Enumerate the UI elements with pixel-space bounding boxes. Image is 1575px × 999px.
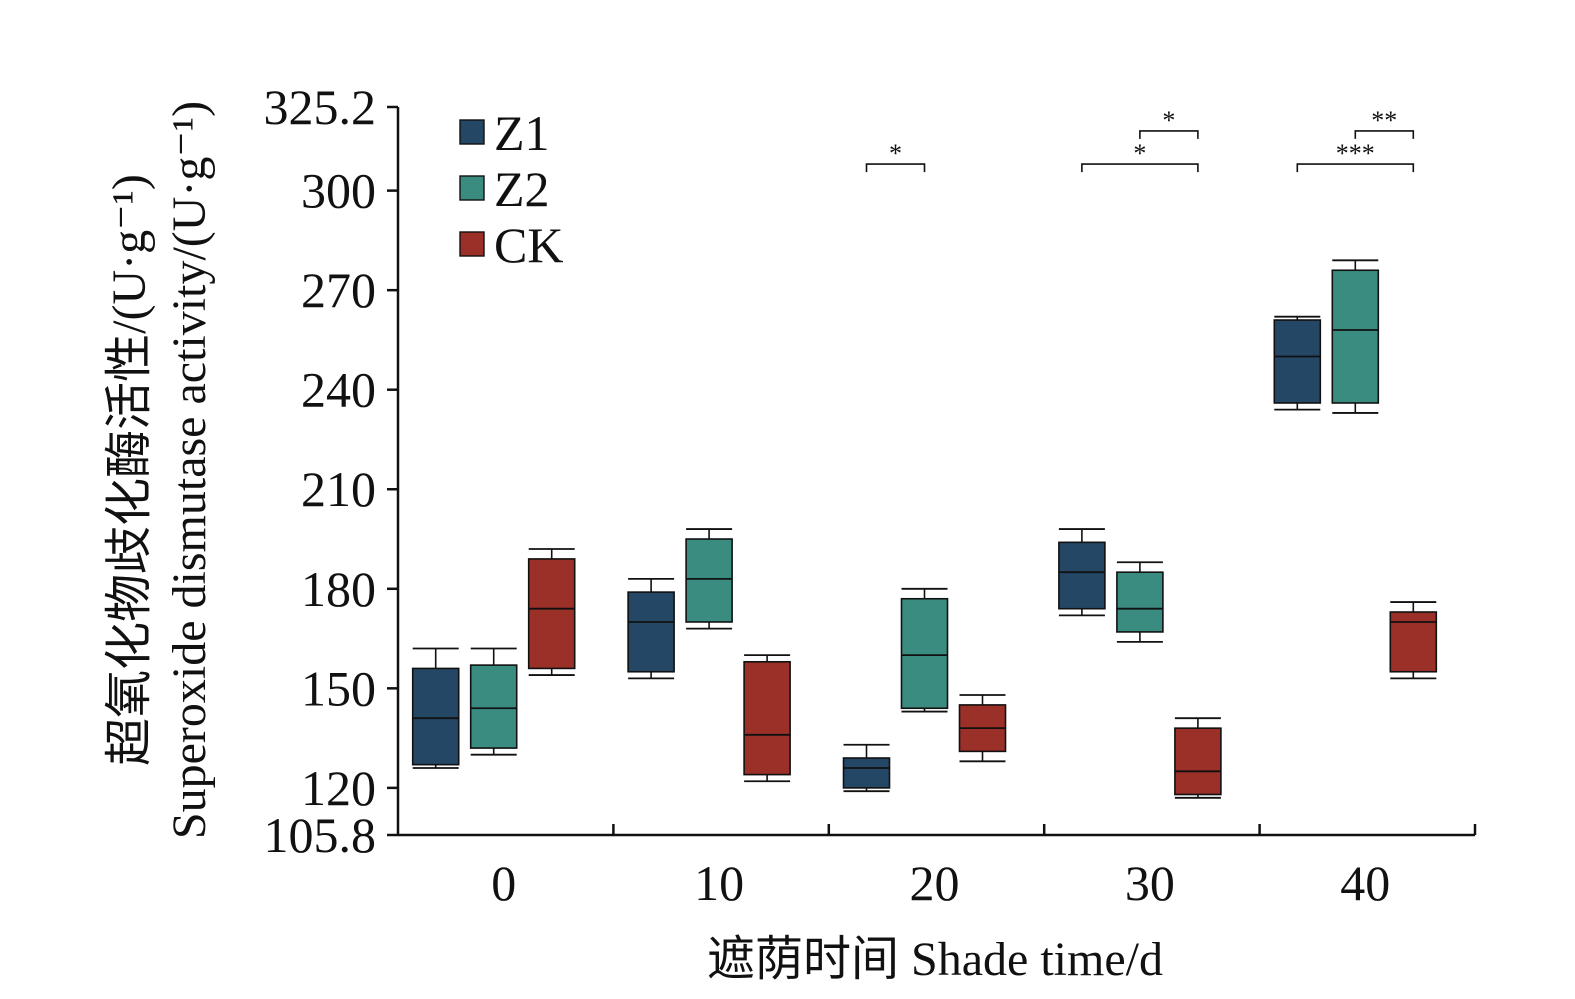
box-body xyxy=(627,591,675,673)
box-CK-0 xyxy=(527,548,576,676)
box-body xyxy=(527,558,576,670)
significance-label: * xyxy=(1133,139,1146,168)
box-Z1-10 xyxy=(627,577,675,680)
box-body xyxy=(1116,571,1164,633)
bracket-line xyxy=(1081,163,1199,173)
y-tick-label: 300 xyxy=(301,163,376,219)
box-body xyxy=(1331,269,1380,404)
significance-label: * xyxy=(1162,106,1175,135)
legend-item-CK: CK xyxy=(459,217,563,273)
box-Z1-0 xyxy=(411,647,460,769)
significance-label: ** xyxy=(1371,106,1397,135)
bracket-line xyxy=(1354,130,1415,139)
x-tick-label: 0 xyxy=(491,855,516,911)
significance-bracket: * xyxy=(865,139,926,173)
y-tick-label: 210 xyxy=(301,461,376,517)
box-Z1-20 xyxy=(842,743,891,793)
y-tick-label: 120 xyxy=(301,760,376,816)
box-body xyxy=(1273,319,1322,404)
legend-swatch xyxy=(459,175,485,201)
box-body xyxy=(411,667,460,766)
y-tick-label: 325.2 xyxy=(264,79,377,135)
x-tick-label: 40 xyxy=(1340,855,1390,911)
legend-label: Z1 xyxy=(494,105,550,161)
bracket-line xyxy=(1139,130,1199,139)
significance-label: * xyxy=(889,139,902,168)
legend-label: Z2 xyxy=(494,161,550,217)
significance-bracket: * xyxy=(1139,106,1199,139)
legend-item-Z2: Z2 xyxy=(459,161,550,217)
significance-annotations: * ******* xyxy=(865,106,1415,173)
y-axis-title-en: Superoxide dismutase activity/(U·g⁻¹) xyxy=(163,101,216,839)
box-Z1-40 xyxy=(1273,315,1322,411)
y-tick-label: 150 xyxy=(301,660,376,716)
significance-bracket: *** xyxy=(1296,139,1415,173)
x-axis-title: 遮荫时间 Shade time/d xyxy=(707,933,1163,986)
box-Z2-10 xyxy=(685,528,733,630)
box-body xyxy=(1389,611,1438,673)
y-tick-label: 180 xyxy=(301,561,376,617)
legend-item-Z1: Z1 xyxy=(459,105,550,161)
axis-titles: 遮荫时间 Shade time/d 超氧化物歧化酶活性/(U·g⁻¹) Supe… xyxy=(103,101,1163,986)
box-CK-20 xyxy=(958,694,1007,763)
legend-swatch xyxy=(459,231,485,257)
box-body xyxy=(1058,541,1106,610)
significance-bracket: * xyxy=(1081,139,1199,173)
bracket-line xyxy=(1296,163,1415,173)
legend-swatch xyxy=(459,119,485,145)
x-tick-label: 30 xyxy=(1125,855,1175,911)
legend-label: CK xyxy=(494,217,563,273)
y-tick-label: 105.8 xyxy=(264,807,377,863)
box-body xyxy=(900,597,949,710)
significance-label: *** xyxy=(1336,139,1375,168)
box-Z2-40 xyxy=(1331,259,1380,414)
box-Z2-30 xyxy=(1116,561,1164,643)
box-CK-40 xyxy=(1389,601,1438,680)
box-CK-30 xyxy=(1174,717,1222,799)
bracket-line xyxy=(865,163,926,173)
box-body xyxy=(469,664,518,749)
box-body xyxy=(743,660,791,776)
x-tick-label: 10 xyxy=(694,855,744,911)
y-tick-label: 270 xyxy=(301,262,376,318)
y-axis-title-cn: 超氧化物歧化酶活性/(U·g⁻¹) xyxy=(103,174,156,766)
y-tick-label: 240 xyxy=(301,362,376,418)
box-plots xyxy=(411,259,1438,799)
box-body xyxy=(842,757,891,789)
box-Z1-30 xyxy=(1058,528,1106,617)
box-Z2-0 xyxy=(469,647,518,756)
box-CK-10 xyxy=(743,654,791,783)
box-body xyxy=(1174,727,1222,796)
significance-bracket: ** xyxy=(1354,106,1415,139)
box-body xyxy=(685,538,733,623)
x-tick-label: 20 xyxy=(910,855,960,911)
box-Z2-20 xyxy=(900,587,949,713)
